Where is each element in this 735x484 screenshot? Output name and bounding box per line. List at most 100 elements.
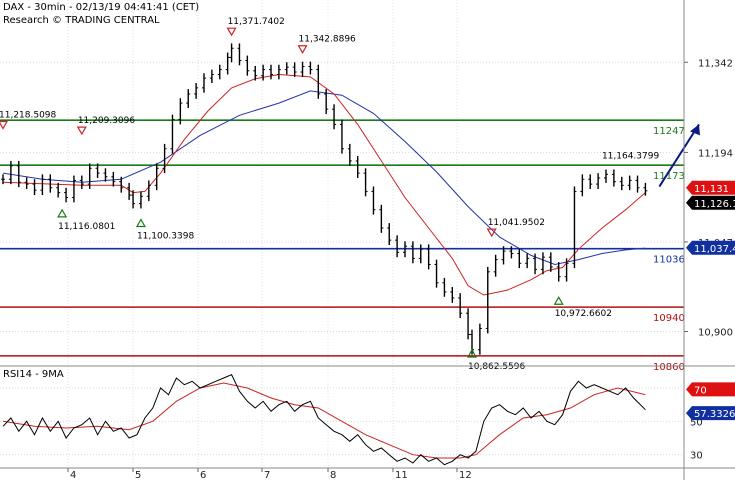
extreme-annotation: 10,862.5596 <box>466 348 526 372</box>
price-tag: 11,037.4 <box>686 240 735 255</box>
ohlc-bar <box>635 175 640 193</box>
ohlc-bar <box>1 174 5 185</box>
ohlc-bar <box>387 223 392 246</box>
ohlc-bar <box>611 169 616 187</box>
rsi-tick-label: 30 <box>690 451 703 462</box>
high-marker <box>0 120 9 130</box>
level-label: 11247 <box>653 126 685 137</box>
ohlc-bar <box>284 62 289 75</box>
ohlc-bar <box>379 204 384 233</box>
ohlc-bar <box>71 175 76 203</box>
projection-arrow-head <box>690 124 700 136</box>
ohlc-bar <box>127 182 132 200</box>
ohlc-bar <box>395 235 400 258</box>
ohlc-bar <box>300 61 305 77</box>
ohlc-bar <box>186 89 191 108</box>
ohlc-bar <box>493 254 498 277</box>
extreme-annotation: 10,972.6602 <box>553 296 612 319</box>
level-label: 10940 <box>653 313 685 324</box>
ohlc-bar <box>501 246 506 265</box>
low-label: 10,972.6602 <box>555 309 612 319</box>
ohlc-bar <box>442 277 447 297</box>
ohlc-bar <box>40 174 45 196</box>
high-label: 11,209.3096 <box>78 116 136 126</box>
ohlc-bar <box>540 252 545 275</box>
ohlc-bar <box>170 114 175 154</box>
ohlc-bar <box>426 244 431 270</box>
time-tick-label: 8 <box>330 470 336 480</box>
ohlc-bar <box>485 266 490 334</box>
ohlc-bar <box>87 163 92 189</box>
rsi-line <box>2 374 646 466</box>
ohlc-bar <box>138 191 143 209</box>
ohlc-bar <box>253 65 258 81</box>
rsi-tag: 57.3326 <box>686 406 735 421</box>
low-label: 10,862.5596 <box>468 362 526 372</box>
ohlc-bar <box>24 177 29 189</box>
ohlc-bar <box>154 163 159 191</box>
ohlc-bar <box>363 168 368 197</box>
high-label: 11,371.7402 <box>228 17 285 27</box>
ohlc-bar <box>162 143 167 174</box>
ohlc-bar <box>16 160 21 188</box>
ohlc-bar <box>111 171 116 187</box>
time-tick-label: 12 <box>459 470 472 480</box>
rsi-tag-box <box>686 382 735 397</box>
ohlc-bar <box>209 69 214 83</box>
ohlc-bar <box>347 143 352 166</box>
ohlc-bar <box>450 287 455 303</box>
ohlc-bar <box>32 179 37 196</box>
ohlc-bar <box>276 64 281 80</box>
price-tick-label: 10,900 <box>698 328 733 339</box>
ohlc-bar <box>548 252 553 272</box>
ohlc-bar <box>8 160 13 185</box>
ohlc-bar <box>572 186 577 269</box>
ohlc-bar <box>466 308 471 340</box>
ohlc-bar <box>556 262 561 282</box>
time-tick-label: 7 <box>264 470 270 480</box>
ohlc-bar <box>604 169 608 183</box>
ohlc-bar <box>308 61 313 75</box>
extreme-annotation: 11,041.9502 <box>486 218 545 238</box>
ohlc-bar <box>131 190 136 209</box>
time-tick-label: 4 <box>70 470 76 480</box>
ohlc-bar <box>316 64 321 99</box>
chart-source: Research © TRADING CENTRAL <box>3 15 160 26</box>
ohlc-bar <box>355 156 360 179</box>
ohlc-bar <box>418 244 423 264</box>
ohlc-bar <box>434 259 439 288</box>
ohlc-bar <box>619 176 624 191</box>
level-label: 11173 <box>653 171 685 182</box>
price-tag-label: 11,037.4 <box>694 244 735 255</box>
high-label: 11,218.5098 <box>0 110 57 120</box>
ohlc-bar <box>517 248 522 269</box>
low-marker <box>135 218 146 228</box>
price-tick-label: 11,194 <box>698 148 733 159</box>
ohlc-bar <box>292 62 297 77</box>
ohlc-bar <box>64 187 69 203</box>
ohlc-bar <box>48 174 53 193</box>
low-marker <box>466 348 478 358</box>
ohlc-bar <box>332 104 337 130</box>
low-label: 11,116.0801 <box>58 222 115 232</box>
time-tick-label: 6 <box>200 470 206 480</box>
price-tag: 11,126.1 <box>686 195 735 210</box>
rsi-tick-label: 50 <box>690 417 703 428</box>
rsi-tag-box <box>686 406 735 421</box>
high-label: 11,041.9502 <box>488 218 545 228</box>
ohlc-bar <box>596 173 601 189</box>
low-marker <box>553 296 564 305</box>
extreme-annotation: 11,218.5098 <box>0 110 57 130</box>
price-tag-label: 11,131 <box>694 184 729 195</box>
slow-moving-average <box>2 90 646 266</box>
extreme-annotation: 11,209.3096 <box>76 116 136 136</box>
extreme-annotation: 11,116.0801 <box>57 208 115 232</box>
rsi-tag-label: 70 <box>694 385 707 396</box>
ohlc-bar <box>339 119 344 154</box>
high-marker <box>226 27 237 37</box>
ohlc-bar <box>588 174 593 189</box>
low-marker <box>57 208 68 218</box>
ohlc-bar <box>261 64 266 81</box>
ohlc-bar <box>533 253 538 275</box>
